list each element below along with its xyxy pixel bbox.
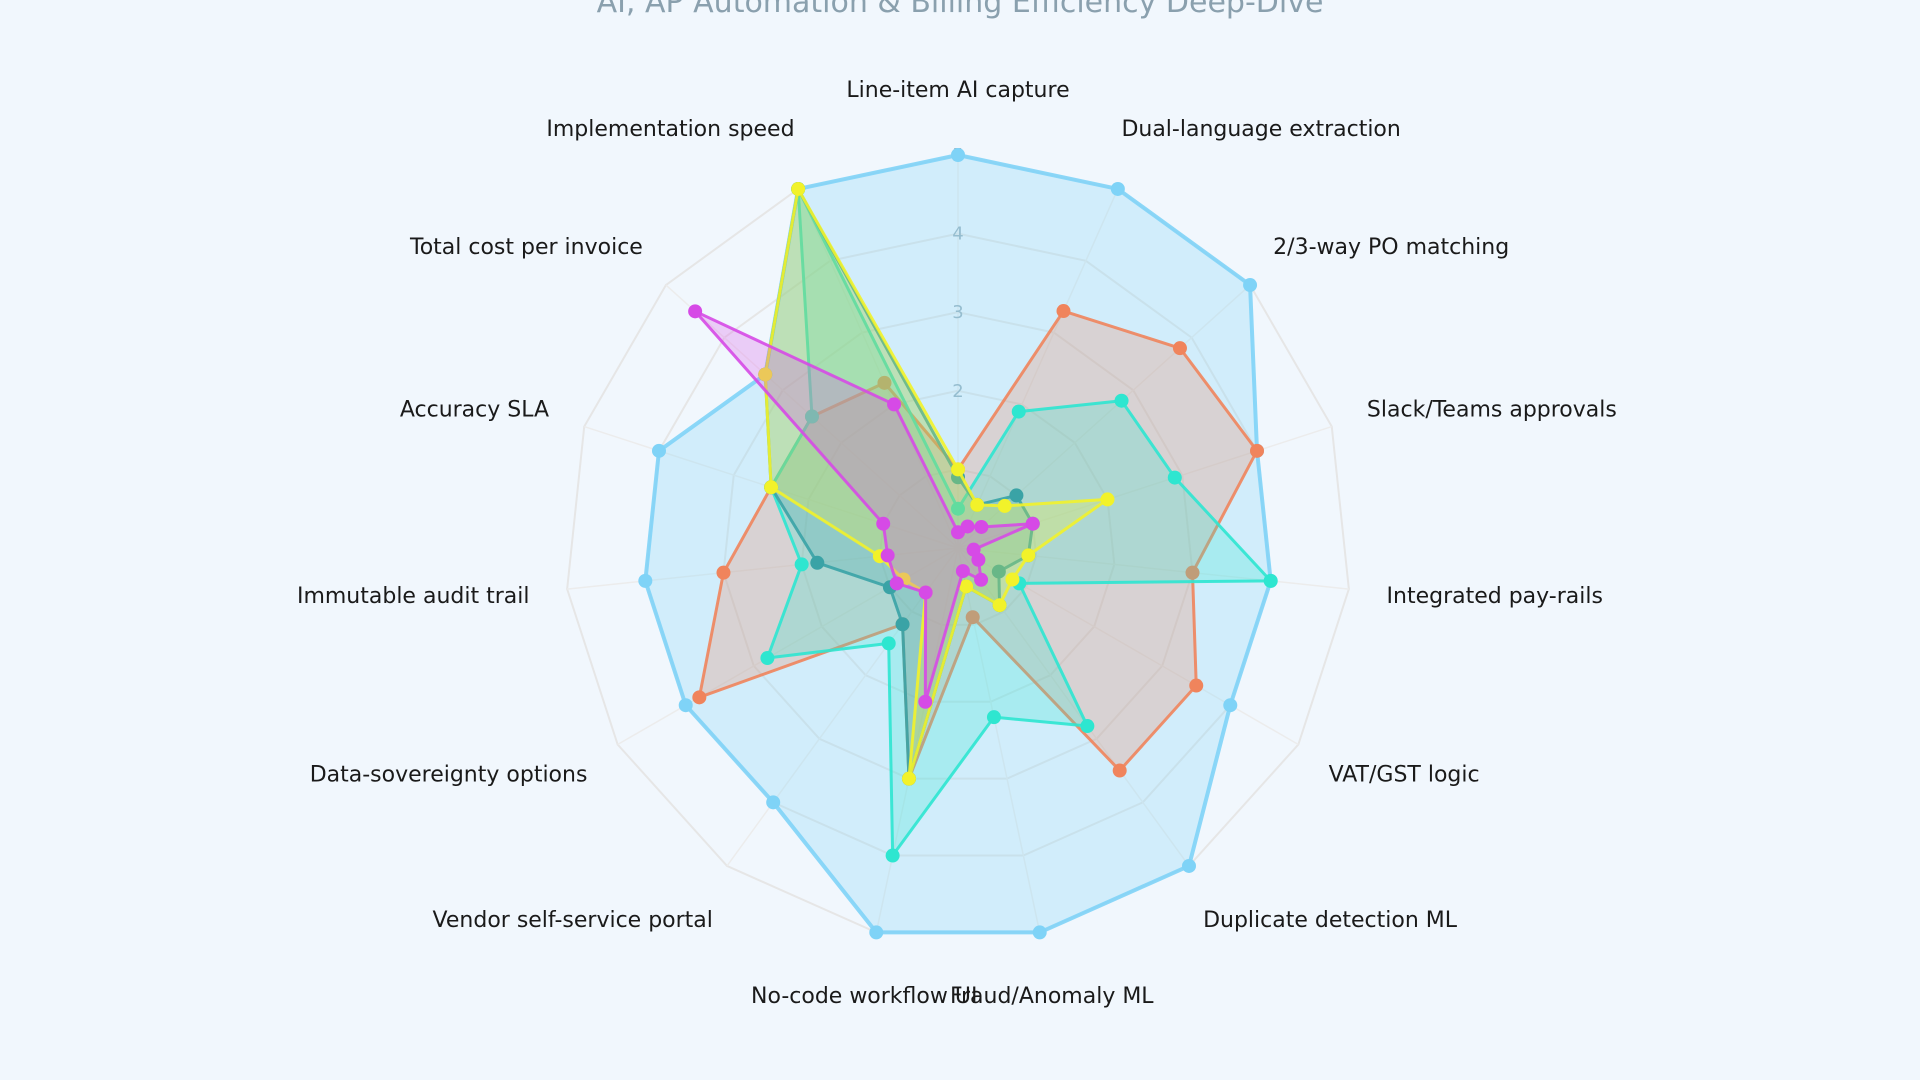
data-point[interactable] [1185,565,1200,580]
data-point[interactable] [638,573,653,588]
data-point[interactable] [1189,678,1204,693]
tick-label: 3 [952,302,963,323]
data-point[interactable] [794,557,809,572]
axis-labels: Line-item AI capture Dual-language extrac… [297,78,1617,1009]
data-point[interactable] [970,497,985,512]
data-point[interactable] [1025,516,1040,531]
data-point[interactable] [991,564,1006,579]
data-point[interactable] [1181,858,1196,873]
axis-label: Implementation speed [546,117,794,142]
axis-label: Fraud/Anomaly ML [950,984,1154,1009]
grid-spoke [726,547,959,867]
data-point[interactable] [955,564,970,579]
data-point[interactable] [1114,393,1129,408]
data-point[interactable] [1056,304,1071,319]
data-point[interactable] [918,694,933,709]
grid-spoke [797,188,959,549]
axis-label: Integrated pay-rails [1387,584,1603,609]
series-5 [688,304,1040,709]
axis-label: No-code workflow UI [751,984,977,1009]
data-point[interactable] [804,409,819,424]
data-point[interactable] [651,443,666,458]
data-point[interactable] [758,367,773,382]
grid-spoke [957,188,1119,549]
data-point[interactable] [869,925,884,940]
axis-label: 2/3-way PO matching [1273,235,1509,260]
tick-label: 4 [952,224,963,245]
data-point[interactable] [986,710,1001,725]
data-point[interactable] [959,579,974,594]
data-point[interactable] [760,651,775,666]
axis-label: Slack/Teams approvals [1367,398,1617,423]
data-point[interactable] [951,501,965,516]
axis-label: Accuracy SLA [400,398,549,423]
data-point[interactable] [876,516,891,531]
data-point[interactable] [1021,548,1036,563]
axis-label: Vendor self-service portal [433,908,713,933]
data-point[interactable] [960,519,975,534]
data-point[interactable] [880,548,895,563]
data-point[interactable] [1009,488,1024,503]
data-point[interactable] [901,771,916,786]
data-point[interactable] [997,498,1012,513]
data-point[interactable] [766,795,781,810]
series-area [763,187,1110,781]
data-point[interactable] [992,598,1007,613]
data-point[interactable] [1032,925,1047,940]
data-point[interactable] [974,572,989,587]
data-point[interactable] [1080,719,1095,734]
series-area [765,187,1273,858]
data-point[interactable] [678,698,693,713]
grid-ring-3 [722,311,1194,780]
data-point[interactable] [1263,573,1278,588]
data-point[interactable] [692,690,707,705]
series-0 [638,148,1278,940]
data-point[interactable] [810,555,825,570]
data-point[interactable] [971,552,986,567]
series-area [643,153,1273,935]
data-point[interactable] [1167,470,1182,485]
axis-label: Dual-language extraction [1121,117,1400,142]
grid-ring-2 [800,389,1116,703]
axis-label: VAT/GST logic [1329,763,1480,788]
grid-ring-4 [644,232,1272,857]
data-point[interactable] [885,848,900,863]
data-point[interactable] [895,617,910,632]
data-point[interactable] [1243,278,1258,293]
data-point[interactable] [1112,763,1127,778]
data-point[interactable] [889,576,904,591]
data-point[interactable] [974,519,989,534]
axis-label: Total cost per invoice [409,235,643,260]
data-point[interactable] [1011,404,1026,419]
data-point[interactable] [887,397,902,412]
grid-spoke [875,547,959,933]
data-point[interactable] [1100,492,1115,507]
data-point[interactable] [1005,572,1020,587]
axis-label: Data-sovereignty options [310,763,588,788]
data-point[interactable] [716,565,731,580]
data-point[interactable] [951,148,965,162]
data-point[interactable] [881,636,896,651]
data-point[interactable] [764,480,779,495]
data-point[interactable] [688,304,703,319]
data-point[interactable] [1223,698,1238,713]
data-point[interactable] [877,375,892,390]
data-point[interactable] [951,462,965,477]
series-area [693,309,1035,704]
data-point[interactable] [1172,341,1187,356]
axis-label: Immutable audit trail [297,584,530,609]
axis-label: Line-item AI capture [846,78,1069,103]
series-4 [758,181,1115,786]
axis-label: Duplicate detection ML [1203,908,1458,933]
tick-label: 2 [952,381,963,402]
data-point[interactable] [918,585,933,600]
radar-series [638,148,1278,940]
data-point[interactable] [965,610,980,625]
data-point[interactable] [1110,181,1125,196]
data-point[interactable] [791,181,806,196]
data-point[interactable] [1250,443,1265,458]
chart-title: AI, AP Automation & Billing Efficiency D… [597,0,1324,20]
